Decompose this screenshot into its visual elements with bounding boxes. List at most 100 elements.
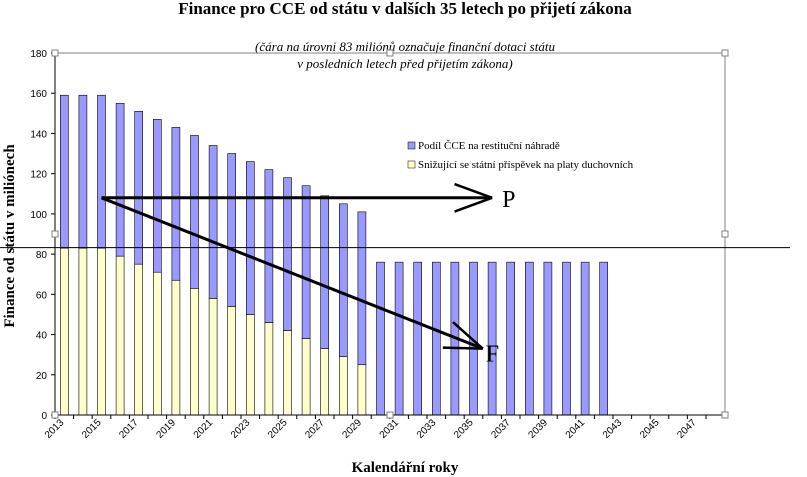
legend-swatch-salaries	[407, 160, 416, 169]
bar-restitution-2015	[97, 94, 106, 249]
bar-restitution-2022	[227, 153, 236, 307]
y-tick-label-80: 80	[36, 250, 48, 261]
bar-restitution-2042	[599, 261, 609, 416]
y-axis-label: Finance od státu v miliónech	[2, 144, 18, 328]
x-tick-label-2019: 2019	[155, 417, 179, 441]
bar-restitution-2014	[78, 94, 88, 249]
bar-restitution-2020	[190, 135, 199, 289]
resize-handle-7[interactable]	[386, 411, 394, 419]
bar-restitution-2023	[246, 161, 255, 315]
x-axis: 2013 2015 2017 2019 2021 2023 2025 2027 2029 2031…	[43, 414, 725, 441]
bar-salaries-2027	[320, 348, 330, 416]
bar-restitution-2017	[134, 111, 143, 265]
x-tick-label-2025: 2025	[266, 417, 290, 441]
bar-salaries-2013	[59, 247, 69, 416]
bar-salaries-2022	[227, 306, 236, 416]
bar-restitution-2016	[115, 102, 125, 257]
bar-restitution-2030	[376, 261, 385, 416]
annotation-arrows: PF	[100, 182, 515, 368]
y-tick-label-160: 160	[30, 89, 47, 100]
bar-salaries-2024	[264, 322, 274, 416]
x-tick-label-2017: 2017	[117, 417, 141, 441]
y-tick-label-180: 180	[30, 49, 47, 60]
bar-salaries-2020	[190, 287, 199, 416]
bar-restitution-2032	[413, 261, 423, 416]
bar-salaries-2023	[246, 314, 255, 416]
bar-salaries-2025	[283, 330, 292, 416]
bar-restitution-2033	[431, 261, 441, 416]
x-tick-label-2031: 2031	[378, 417, 402, 441]
y-tick-label-60: 60	[36, 290, 48, 301]
arrow-F-shaft	[100, 196, 484, 351]
arrow-F-head-1	[452, 321, 484, 350]
bar-restitution-2028	[338, 203, 348, 357]
y-tick-label-100: 100	[30, 210, 47, 221]
bar-salaries-2018	[153, 271, 162, 416]
bar-restitution-2036	[487, 261, 497, 416]
x-tick-label-2015: 2015	[80, 417, 104, 441]
y-tick-label-0: 0	[41, 411, 47, 422]
bar-restitution-2019	[171, 127, 181, 281]
x-axis-label: Kalendářní roky	[352, 460, 459, 476]
resize-handle-4[interactable]	[51, 230, 59, 238]
bar-restitution-2039	[543, 261, 553, 416]
bar-restitution-2041	[580, 261, 590, 416]
bar-restitution-2026	[301, 185, 311, 339]
x-tick-label-2041: 2041	[564, 417, 588, 441]
arrow-P-head-2	[454, 196, 493, 213]
bar-restitution-2018	[153, 119, 162, 273]
bar-salaries-2029	[357, 364, 367, 416]
resize-handle-2[interactable]	[386, 49, 394, 57]
bar-salaries-2021	[208, 298, 218, 416]
x-tick-label-2029: 2029	[341, 417, 365, 441]
bar-restitution-2027	[320, 195, 330, 349]
x-tick-label-2033: 2033	[415, 417, 439, 441]
y-tick-label-40: 40	[36, 331, 48, 342]
resize-handle-8[interactable]	[721, 411, 729, 419]
legend: Podíl ČCE na restituční náhradě Snižujíc…	[407, 140, 634, 171]
legend-label-salaries: Snižující se státní příspěvek na platy d…	[418, 159, 634, 171]
x-tick-label-2045: 2045	[638, 417, 662, 441]
x-tick-label-2021: 2021	[192, 417, 216, 441]
legend-label-restitution: Podíl ČCE na restituční náhradě	[418, 140, 560, 152]
resize-handle-1[interactable]	[51, 49, 59, 57]
y-tick-label-20: 20	[36, 371, 48, 382]
x-tick-label-2035: 2035	[452, 417, 476, 441]
bar-restitution-2021	[208, 145, 218, 299]
resize-handle-6[interactable]	[51, 411, 59, 419]
bar-restitution-2029	[357, 211, 367, 366]
y-tick-label-120: 120	[30, 170, 47, 181]
x-tick-label-2023: 2023	[229, 417, 253, 441]
bar-salaries-2019	[171, 279, 181, 416]
bar-restitution-2038	[524, 261, 534, 416]
resize-handle-3[interactable]	[721, 49, 729, 57]
x-tick-label-2027: 2027	[303, 417, 327, 441]
bar-salaries-2017	[134, 263, 143, 416]
bar-salaries-2028	[338, 356, 348, 416]
y-tick-label-140: 140	[30, 129, 47, 140]
x-tick-label-2039: 2039	[527, 417, 551, 441]
y-axis: 0 20 40 60 80 100 120 140 160 180	[30, 49, 56, 422]
x-tick-label-2043: 2043	[601, 417, 625, 441]
chart-note-line-2: v posledních letech před přijetím zákona…	[297, 56, 513, 71]
chart-title: Finance pro CCE od státu v dalších 35 le…	[178, 0, 632, 18]
arrow-P-head-1	[454, 182, 493, 199]
x-tick-label-2037: 2037	[489, 417, 513, 441]
arrow-F-head-2	[442, 346, 483, 350]
bar-salaries-2014	[78, 247, 88, 416]
bar-restitution-2031	[394, 261, 404, 416]
arrow-label-F: F	[486, 342, 499, 368]
bar-restitution-2037	[506, 261, 516, 416]
legend-swatch-restitution	[407, 141, 416, 150]
bar-salaries-2015	[97, 247, 106, 416]
bar-restitution-2013	[59, 94, 69, 249]
selection-handles[interactable]	[51, 49, 729, 419]
chart-note-line-1: (čára na úrovni 83 miliónů označuje fina…	[255, 39, 555, 54]
bar-salaries-2026	[301, 338, 311, 416]
x-tick-label-2047: 2047	[675, 417, 699, 441]
bar-restitution-2024	[264, 169, 274, 323]
bar-salaries-2016	[115, 255, 125, 416]
resize-handle-5[interactable]	[721, 230, 729, 238]
arrow-label-P: P	[502, 187, 515, 213]
